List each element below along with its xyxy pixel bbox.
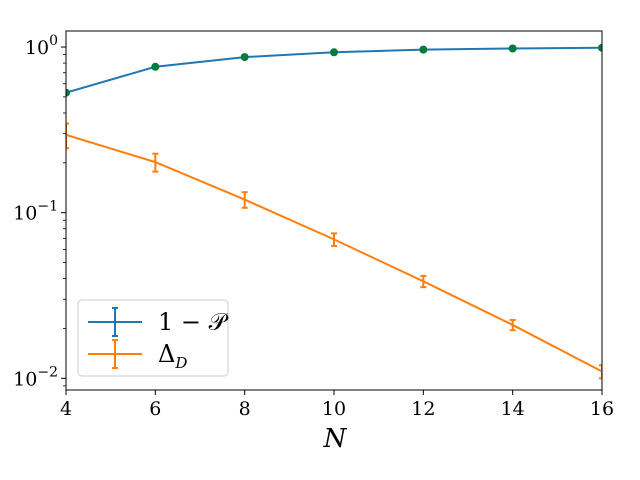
y-tick-label: 10−2 <box>13 364 58 390</box>
x-axis-label: N <box>323 424 348 454</box>
legend-label-0: 1 − 𝒫 <box>158 308 229 336</box>
x-tick-label: 8 <box>239 398 251 420</box>
series-0-point <box>508 44 517 53</box>
series-0-point <box>419 45 428 54</box>
series-0-point <box>598 43 602 52</box>
legend: 1 − 𝒫 ΔD <box>77 299 229 377</box>
y-tick-base: 10 <box>25 37 49 59</box>
y-tick-exponent: −2 <box>37 364 58 380</box>
series-0-point <box>151 62 160 71</box>
series-0-point <box>240 53 249 62</box>
legend-subscript: D <box>174 354 187 372</box>
x-tick-label: 16 <box>590 398 614 420</box>
x-tick-label: 12 <box>411 398 435 420</box>
x-tick-label: 4 <box>60 398 72 420</box>
legend-label-1: ΔD <box>158 340 187 372</box>
legend-name: 1 − 𝒫 <box>158 308 229 336</box>
x-tick-label: 10 <box>322 398 346 420</box>
series-0-point <box>330 48 338 57</box>
legend-name: Δ <box>158 340 175 368</box>
series-group <box>66 43 602 380</box>
x-tick-label: 6 <box>149 398 161 420</box>
y-tick-exponent: −1 <box>37 199 58 215</box>
y-tick-base: 10 <box>13 203 37 225</box>
y-tick-base: 10 <box>13 368 37 390</box>
y-tick-exponent: 0 <box>49 33 58 49</box>
y-tick-label: 10−1 <box>13 199 58 225</box>
plot-area <box>66 43 602 380</box>
x-tick-label: 14 <box>501 398 525 420</box>
y-tick-label: 100 <box>25 33 58 59</box>
series-0-point <box>66 88 70 97</box>
